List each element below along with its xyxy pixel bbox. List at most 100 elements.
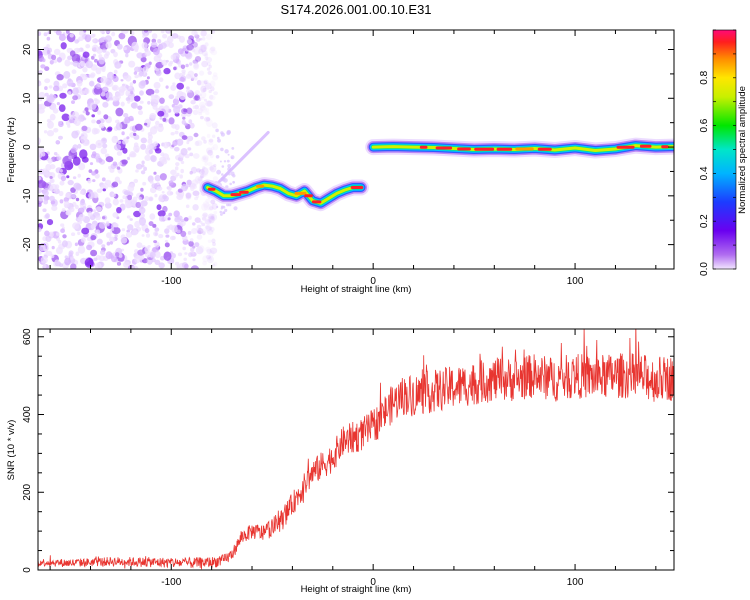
y-tick-label: -10 (22, 188, 33, 203)
noise-blob (135, 169, 139, 173)
noise-blob (207, 149, 213, 156)
noise-blob (122, 195, 126, 200)
noise-blob (158, 234, 164, 239)
noise-blob (204, 82, 212, 90)
noise-blob (204, 225, 210, 230)
noise-blob (100, 250, 106, 255)
noise-blob (201, 37, 206, 41)
noise-blob (66, 175, 70, 179)
colorbar: 0.0 0.2 0.4 0.6 0.8 Normalized spectral ampl… (699, 29, 748, 276)
noise-blob (134, 74, 139, 79)
noise-blob (191, 124, 195, 128)
noise-blob (112, 100, 120, 107)
noise-blob (85, 44, 91, 49)
noise-blob (76, 80, 83, 87)
noise-blob (166, 30, 170, 33)
noise-blob (72, 60, 80, 67)
noise-blob (132, 79, 137, 84)
noise-blob (174, 166, 179, 171)
noise-blob (164, 228, 170, 234)
noise-blob (120, 101, 125, 107)
noise-blob (194, 56, 202, 62)
noise-blob (82, 51, 90, 58)
noise-blob (153, 171, 157, 175)
noise-blob (226, 159, 230, 163)
noise-blob (206, 149, 214, 156)
noise-blob (98, 221, 106, 229)
noise-blob (59, 199, 64, 204)
noise-blob (197, 97, 202, 102)
noise-blob (226, 130, 231, 136)
noise-blob (164, 242, 170, 248)
noise-blob (201, 214, 208, 220)
noise-blob (192, 190, 200, 197)
noise-blob (38, 151, 43, 159)
noise-blob (94, 58, 98, 63)
noise-blob (202, 260, 208, 266)
noise-blob (89, 162, 94, 166)
noise-blob (111, 135, 119, 144)
noise-blob (208, 250, 215, 257)
noise-blob (84, 88, 90, 95)
noise-blob (232, 180, 236, 184)
noise-blob (208, 138, 214, 143)
noise-blob (111, 31, 116, 37)
noise-blob (188, 215, 192, 220)
noise-blob (205, 100, 213, 107)
noise-blob (125, 231, 133, 238)
noise-blob (39, 244, 46, 252)
noise-blob (67, 91, 72, 95)
noise-blob (77, 143, 82, 149)
noise-blob (43, 199, 49, 205)
noise-blob (50, 254, 55, 259)
noise-blob (101, 244, 106, 248)
noise-blob (48, 85, 53, 89)
noise-blob (205, 56, 213, 63)
noise-blob (205, 224, 211, 231)
noise-blob (38, 70, 43, 74)
noise-blob (129, 183, 135, 188)
noise-blob (183, 108, 188, 113)
noise-blob (173, 105, 181, 114)
noise-blob (105, 51, 110, 56)
noise-blob (205, 119, 213, 127)
noise-blob (131, 230, 138, 236)
noise-blob (47, 158, 53, 164)
noise-blob (54, 184, 60, 190)
noise-blob (144, 33, 148, 37)
y-tick-label: 600 (22, 328, 33, 345)
noise-blob (104, 179, 112, 186)
noise-blob (121, 159, 128, 165)
noise-blob (90, 249, 98, 257)
y-tick-label: 0 (22, 567, 33, 573)
noise-blob (187, 147, 192, 151)
noise-blob (196, 168, 201, 173)
noise-blob (137, 249, 145, 256)
noise-blob (123, 190, 131, 196)
noise-blob (64, 59, 71, 67)
noise-blob (174, 72, 181, 80)
noise-blob (206, 133, 211, 138)
noise-blob (201, 30, 208, 36)
noise-blob (230, 171, 235, 176)
chart-title: S174.2026.001.00.10.E31 (280, 2, 431, 17)
noise-blob (47, 120, 54, 129)
noise-blob (221, 173, 224, 176)
noise-blob (128, 60, 136, 68)
noise-blob (192, 92, 198, 97)
noise-blob (154, 251, 161, 259)
noise-blob (103, 87, 108, 92)
noise-blob (140, 143, 147, 150)
noise-blob (146, 76, 150, 80)
noise-blob (42, 208, 47, 212)
noise-blob (201, 154, 209, 161)
colorbar-tick-label: 0.8 (699, 70, 710, 84)
noise-blob (131, 265, 139, 269)
noise-blob (101, 66, 106, 73)
noise-blob (62, 234, 67, 239)
noise-blob (133, 178, 139, 184)
noise-blob (113, 69, 118, 74)
noise-blob (143, 30, 149, 33)
